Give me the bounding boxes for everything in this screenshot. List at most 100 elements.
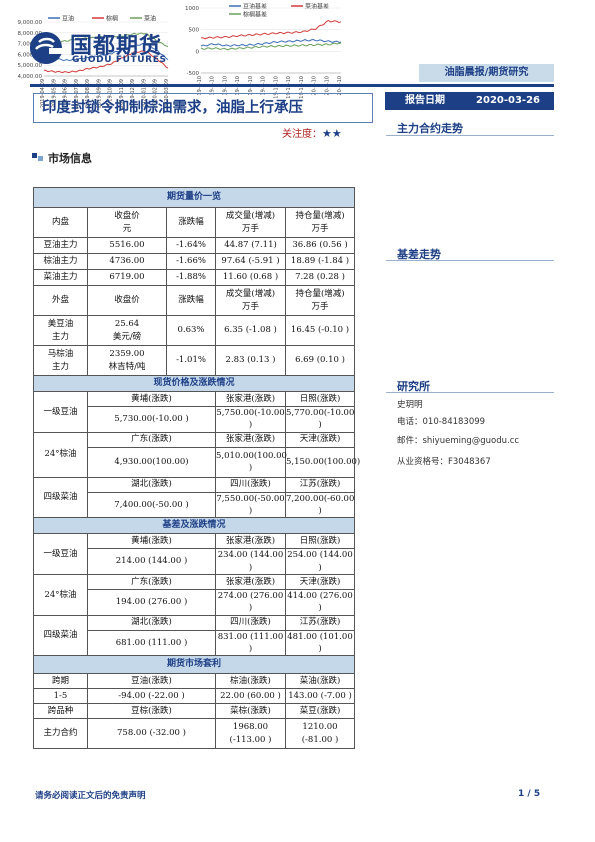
table-cell: 棕油(涨跌) [215,673,286,690]
table-row: 主力合约 758.00 (-32.00 ) 1968.00 (-113.00 ) 12… [33,718,356,750]
table-cell: 5,730.00(-10.00 ) [87,406,216,433]
table-row: 内盘 收盘价 元涨跌幅 成交量(增减) 万手 持仓量(增减) 万手 [33,207,356,238]
table-cell: 跨品种 [33,703,88,720]
place-header: 张家港(涨跌) [215,391,286,407]
section-divider [386,392,554,393]
table-row: 一级豆油 黄埔(涨跌) 张家港(涨跌) 日照(涨跌) [33,533,356,575]
table-row: 214.00 (144.00 ) 234.00 (144.00 ) 254.00 (… [34,548,356,575]
table-cell: 5,770.00(-10.00 ) [284,406,356,433]
report-date-label: 报告日期 [405,95,445,106]
place-header: 江苏(涨跌) [284,614,356,631]
table-row: 跨品种 豆棕(涨跌) 菜棕(涨跌) 菜豆(涨跌) [33,703,356,720]
table-cell: 菜油主力 [33,269,88,286]
table-cell: 菜豆(涨跌) [284,703,356,720]
x-tick-label: 19-11-10 [286,76,292,99]
series-line [200,38,342,47]
y-tick-label: 7,000.00 [18,42,43,48]
column-header: 涨跌幅 [166,207,216,238]
place-header: 张家港(涨跌) [215,533,286,550]
legend-label: 菜油 [144,15,156,23]
column-header: 收盘价 元 [87,207,167,238]
table-cell: -1.88% [166,269,216,286]
table-row: 四级菜油 湖北(涨跌) 四川(涨跌) 江苏(涨跌) [33,614,356,657]
place-header: 黄埔(涨跌) [87,533,216,550]
table-row: 24°棕油 广东(涨跌) 张家港(涨跌) 天津(涨跌) [33,431,356,478]
table-cell: 11.60 (0.68 ) [215,269,286,286]
y-tick-label: 0 [196,49,200,55]
table-cell: 97.64 (-5.91 ) [215,253,286,270]
table-row: 美豆油 主力 25.64 美元/磅 0.63% 6.35 (-1.08 ) 16.45 … [33,315,356,346]
report-date-value: 2020-03-26 [476,95,540,106]
section-heading: 期货量价一览 [32,187,356,208]
table-cell: 1968.00 (-113.00 ) [215,718,286,750]
table-cell: 7,550.00(-50.00 ) [215,491,286,519]
series-line [43,32,169,48]
y-tick-label: 8,000.00 [18,31,43,37]
table-row: 跨期 豆油(涨跌) 棕油(涨跌) 菜油(涨跌) [33,673,356,690]
table-row: 24°棕油 广东(涨跌) 张家港(涨跌) 天津(涨跌) [33,573,356,616]
table-cell: 豆棕(涨跌) [87,703,216,720]
table-row: 一级豆油 黄埔(涨跌) 张家港(涨跌) 日照(涨跌) [33,391,356,433]
table-cell: 414.00 (276.00 ) [284,588,356,616]
column-header: 涨跌幅 [166,285,216,316]
y-tick-label: -500 [187,71,200,77]
legend-label: 棕榈基差 [243,11,267,19]
table-row: 期货量价一览 [32,187,356,208]
logo-text: 国都期货 [70,34,163,59]
table-cell: 6.69 (0.10 ) [284,345,356,376]
table-cell: 274.00 (276.00 ) [215,588,286,616]
table-cell: 22.00 (60.00 ) [215,688,286,705]
table-row: 棕油主力 4736.00 -1.66% 97.64 (-5.91 ) 18.89 (-1… [33,253,356,270]
product-name: 四级菜油 [33,614,88,657]
table-cell: 831.00 (111.00 ) [215,629,286,657]
table-cell: -1.64% [166,237,216,254]
column-header: 持仓量(增减) 万手 [284,207,356,238]
place-header: 湖北(涨跌) [87,614,216,631]
table-row: 期货市场套利 [32,655,356,675]
legend-label: 菜油基差 [305,3,329,11]
place-header: 黄埔(涨跌) [87,391,216,407]
disclaimer: 请务必阅读正文后的免责声明 [35,791,146,801]
table-cell: 36.86 (0.56 ) [284,237,356,254]
section-heading: 现货价格及涨跌情况 [32,375,356,392]
table-cell: 菜油(涨跌) [284,673,356,690]
y-tick-label: 1000 [185,6,199,12]
place-header: 天津(涨跌) [284,431,356,448]
table-row: 4,930.00(100.00) 5,010.00(100.00 ) 5,150.0… [34,446,360,478]
table-cell: 美豆油 主力 [33,315,88,346]
place-header: 广东(涨跌) [87,431,216,448]
column-header: 持仓量(增减) 万手 [284,285,356,316]
market-info-title: 市场信息 [48,152,92,165]
table-row: 194.00 (276.00 ) 274.00 (276.00 ) 414.00 (… [34,588,356,616]
table-cell: 豆油(涨跌) [87,673,216,690]
table-cell: 4736.00 [87,253,167,270]
attention-label: 关注度： [282,129,322,140]
legend-label: 棕榈 [106,15,118,23]
y-tick-label: 5,000.00 [18,63,43,69]
logo-mark-icon [30,32,62,64]
table-row: 现货价格及涨跌情况 [32,375,356,392]
table-cell: 16.45 (-0.10 ) [284,315,356,346]
researcher-name: 史玥明 [397,400,423,410]
table-cell: 7,200.00(-60.00 ) [284,491,356,519]
place-header: 日照(涨跌) [284,533,356,550]
logo-subtext: GUODU FUTURES [72,55,167,65]
place-header: 湖北(涨跌) [87,476,216,493]
table-row: 5,730.00(-10.00 ) 5,750.00(-10.00 ) 5,770.… [34,406,356,433]
table-cell: 481.00 (101.00 ) [284,629,356,657]
series-line [43,50,169,74]
table-cell: 1210.00 (-81.00 ) [284,718,356,750]
table-row: 1-5 -94.00 (-22.00 ) 22.00 (60.00 ) 143.00 … [33,688,356,705]
table-cell: 5,750.00(-10.00 ) [215,406,286,433]
table-cell: 跨期 [33,673,88,690]
table-cell: 4,930.00(100.00) [87,446,216,478]
futures-table: 期货量价一览 内盘 收盘价 元涨跌幅 成交量(增减) 万手 持仓量(增减) 万手 豆油主力… [32,187,360,750]
table-row: 外盘 收盘价 涨跌幅 成交量(增减) 万手 持仓量(增减) 万手 [33,285,356,316]
table-cell: -1.66% [166,253,216,270]
researcher-email[interactable]: 邮件：shiyueming@guodu.cc [397,436,520,446]
attention-rating: 关注度：★★ [282,125,342,140]
table-row: 基差及涨跌情况 [32,517,356,535]
product-name: 一级豆油 [33,391,88,433]
research-title: 研究所 [397,380,430,393]
researcher-phone: 电话：010-84183099 [397,417,486,427]
